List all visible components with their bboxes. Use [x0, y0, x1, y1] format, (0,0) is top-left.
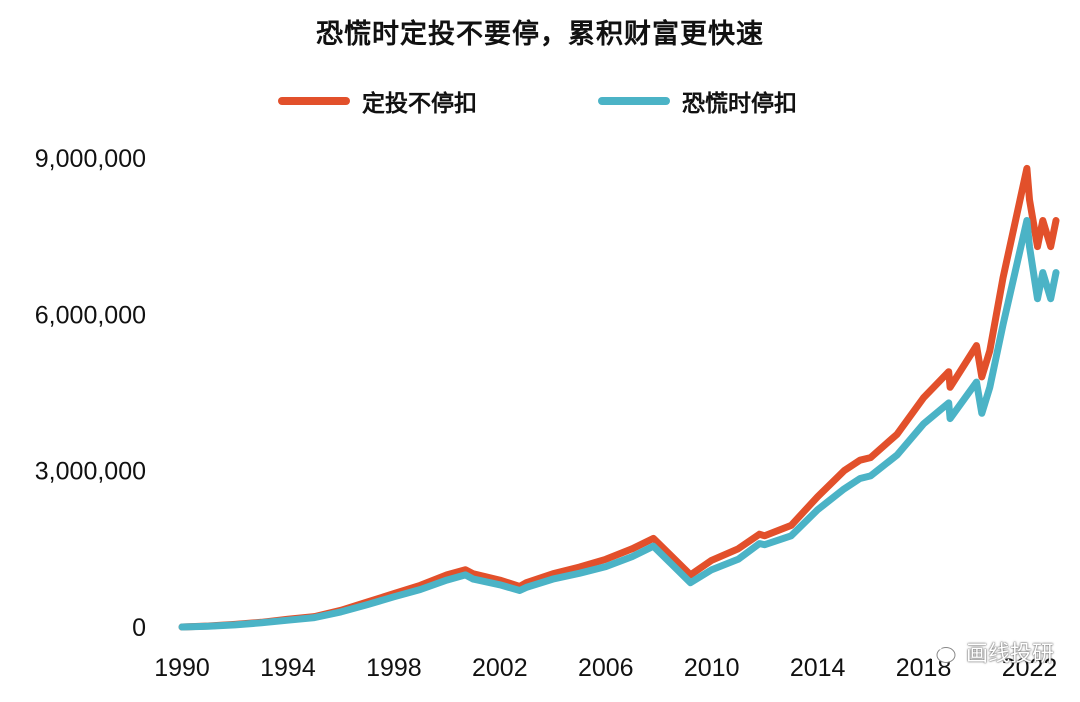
x-tick-label: 2014 [790, 654, 846, 682]
watermark: 画线投研 [924, 636, 1054, 668]
legend-item-panic-stop: 恐慌时停扣 [598, 84, 797, 118]
x-tick-label: 2022 [1002, 654, 1058, 682]
y-tick-label: 6,000,000 [35, 301, 146, 329]
legend-swatch-red [278, 97, 350, 105]
series-line-panic-stop [178, 217, 1060, 631]
wechat-icon [924, 640, 956, 663]
chart-title: 恐慌时定投不要停，累积财富更快速 [316, 19, 764, 50]
watermark-text: 画线投研 [965, 642, 1054, 667]
x-tick-label: 1990 [154, 654, 210, 682]
y-tick-label: 3,000,000 [35, 458, 146, 486]
x-tick-label: 1994 [260, 654, 316, 682]
x-tick-label: 2002 [472, 654, 528, 682]
legend-label-panic-stop: 恐慌时停扣 [682, 91, 797, 117]
x-tick-label: 2010 [684, 654, 740, 682]
legend-item-fixed-investment: 定投不停扣 [278, 84, 477, 118]
legend-label-fixed-investment: 定投不停扣 [362, 91, 477, 117]
y-tick-label: 0 [132, 614, 146, 642]
x-tick-label: 1998 [366, 654, 422, 682]
y-tick-label: 9,000,000 [35, 145, 146, 173]
x-tick-label: 2006 [578, 654, 634, 682]
legend-swatch-blue [598, 97, 670, 105]
